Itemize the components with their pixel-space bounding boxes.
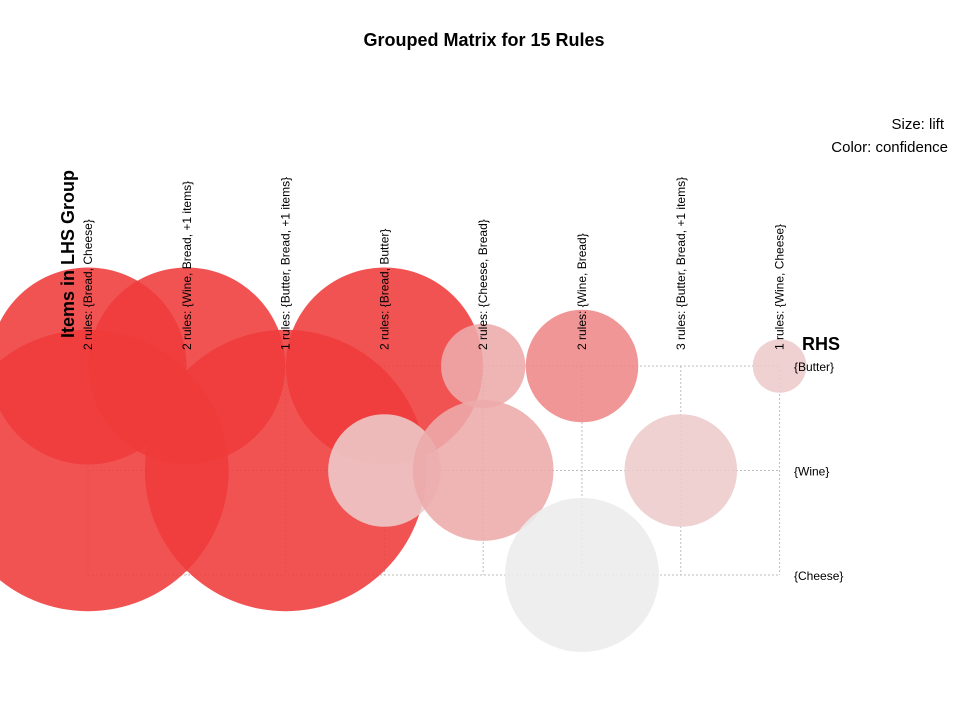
lhs-group-label: 1 rules: {Wine, Cheese} — [773, 224, 787, 350]
lhs-group-label: 2 rules: {Cheese, Bread} — [476, 219, 490, 350]
lhs-group-label: 1 rules: {Butter, Bread, +1 items} — [279, 177, 293, 350]
label-layer: 2 rules: {Bread, Cheese} 2 rules: {Wine, … — [81, 177, 843, 583]
rule-bubble — [440, 323, 526, 409]
rhs-item-label: {Cheese} — [794, 569, 843, 583]
rule-bubble — [412, 400, 554, 541]
legend-size-text: Size: lift — [891, 116, 944, 133]
y-axis-title: RHS — [802, 334, 840, 354]
lhs-group-label: 2 rules: {Wine, Bread} — [575, 233, 589, 350]
lhs-group-label: 3 rules: {Butter, Bread, +1 items} — [674, 177, 688, 350]
x-axis-title: Items in LHS Group — [58, 170, 78, 338]
chart-title: Grouped Matrix for 15 Rules — [363, 30, 604, 50]
rule-bubble — [752, 339, 807, 393]
rule-bubble — [525, 309, 639, 423]
rhs-item-label: {Butter} — [794, 360, 834, 374]
legend-color-text: Color: confidence — [831, 139, 948, 156]
rhs-item-label: {Wine} — [794, 465, 829, 479]
rule-bubble — [504, 497, 660, 653]
lhs-group-label: 2 rules: {Wine, Bread, +1 items} — [180, 181, 194, 350]
rule-bubble — [624, 414, 738, 527]
lhs-group-label: 2 rules: {Bread, Butter} — [377, 229, 391, 350]
rule-bubble — [144, 329, 427, 612]
lhs-group-label: 2 rules: {Bread, Cheese} — [81, 219, 95, 350]
bubble-layer — [0, 267, 807, 653]
rule-bubble — [328, 414, 441, 527]
